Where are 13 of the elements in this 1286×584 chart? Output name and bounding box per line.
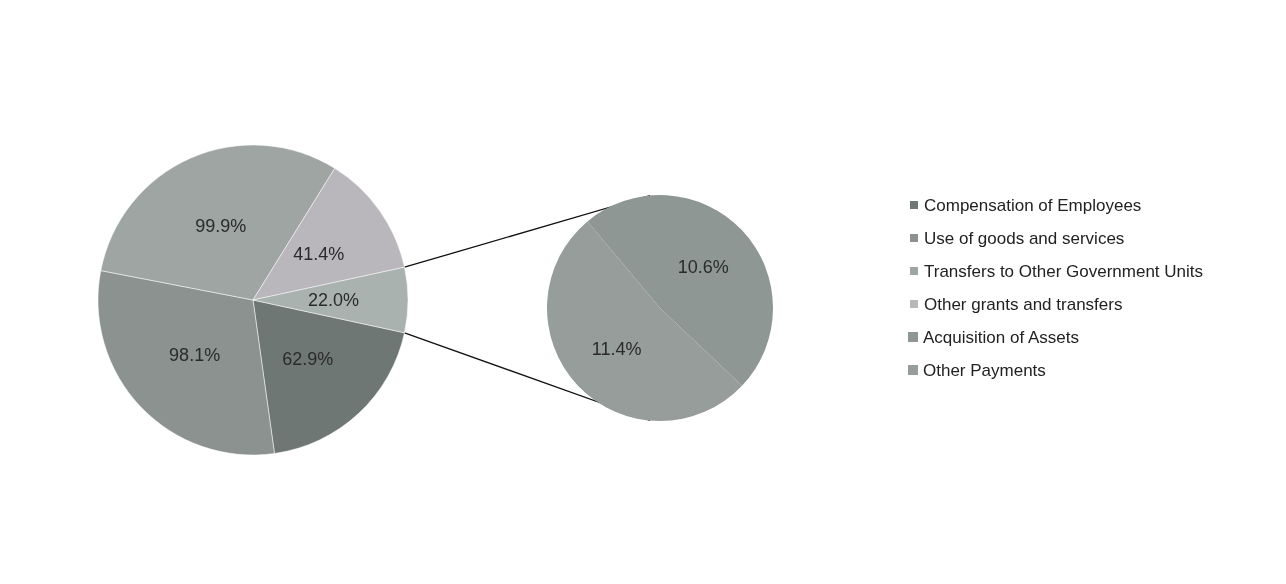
legend-label: Transfers to Other Government Units [924,261,1204,281]
data-label: 62.9% [282,348,334,369]
legend-label: Acquisition of Assets [923,327,1079,347]
legend-label: Other grants and transfers [924,294,1123,314]
legend-label: Use of goods and services [924,228,1125,248]
data-label: 41.4% [293,243,345,264]
data-label: 10.6% [677,257,729,278]
legend-label: Compensation of Employees [924,195,1142,215]
data-label: 22.0% [307,290,360,310]
data-label: 98.1% [169,345,221,366]
data-label: 11.4% [591,338,642,359]
data-label: 99.9% [195,216,247,237]
legend-label: Other Payments [923,360,1046,380]
